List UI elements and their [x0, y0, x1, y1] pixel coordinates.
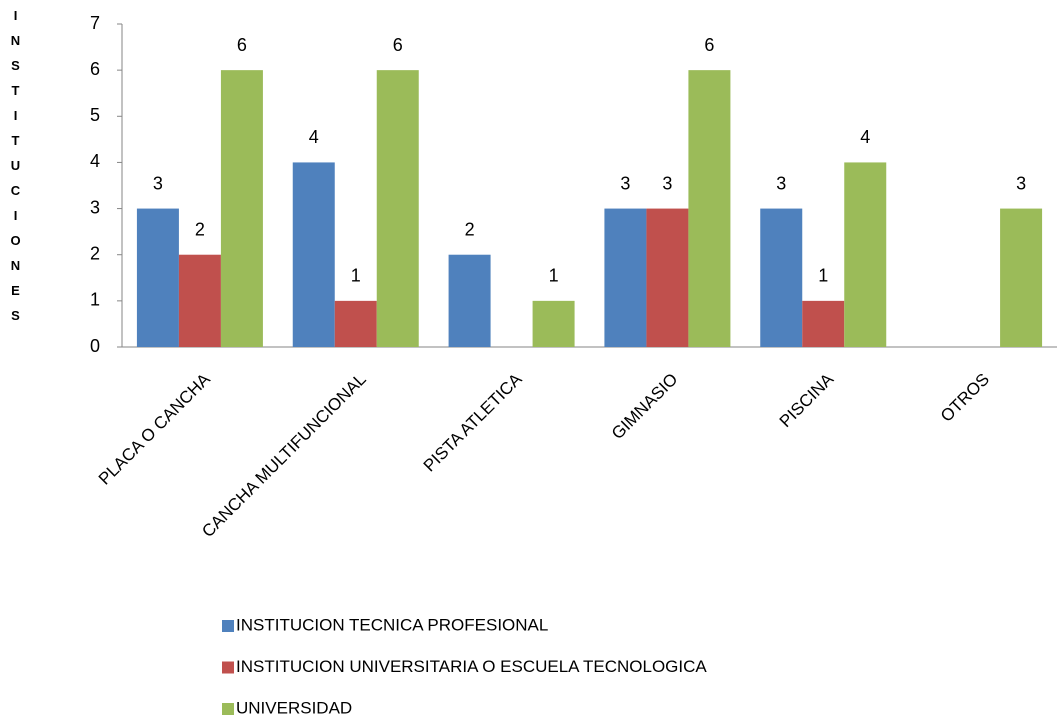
- bar: [220, 70, 263, 348]
- y-tick-label: 6: [90, 59, 100, 79]
- bar: [136, 208, 179, 347]
- bar: [178, 254, 221, 347]
- value-label: 6: [237, 35, 247, 55]
- x-tick-label: PLACA O CANCHA: [95, 369, 214, 488]
- value-label: 3: [662, 173, 672, 193]
- value-label: 4: [860, 127, 870, 147]
- value-label: 3: [153, 173, 163, 193]
- bar: [448, 254, 491, 347]
- bar: [688, 70, 731, 348]
- bar: [334, 300, 377, 347]
- bar: [1000, 208, 1043, 347]
- bar: [604, 208, 647, 347]
- legend-label: UNIVERSIDAD: [236, 698, 352, 717]
- y-tick-label: 1: [90, 290, 100, 310]
- legend-label: INSTITUCION TECNICA PROFESIONAL: [236, 615, 548, 634]
- x-tick-label: PISCINA: [776, 369, 838, 431]
- bar: [760, 208, 803, 347]
- bar: [844, 162, 887, 347]
- y-tick-label: 0: [90, 336, 100, 356]
- x-tick-label: OTROS: [937, 370, 993, 426]
- y-tick-label: 5: [90, 105, 100, 125]
- value-label: 1: [549, 266, 559, 286]
- value-label: 1: [351, 266, 361, 286]
- value-label: 3: [776, 173, 786, 193]
- x-tick-label: GIMNASIO: [608, 370, 682, 444]
- value-label: 2: [195, 219, 205, 239]
- value-label: 6: [393, 35, 403, 55]
- bar: [292, 162, 335, 347]
- y-tick-label: 2: [90, 243, 100, 263]
- x-tick-label: CANCHA MULTIFUNCIONAL: [198, 370, 370, 542]
- value-label: 3: [1016, 173, 1026, 193]
- legend-label: INSTITUCION UNIVERSITARIA O ESCUELA TECN…: [236, 657, 707, 676]
- y-tick-label: 3: [90, 197, 100, 217]
- bar: [532, 300, 575, 347]
- bar: [802, 300, 845, 347]
- y-tick-label: 4: [90, 151, 100, 171]
- value-label: 3: [620, 173, 630, 193]
- legend-swatch: [222, 661, 234, 674]
- legend-swatch: [222, 703, 234, 715]
- y-tick-label: 7: [90, 13, 100, 33]
- y-axis-label: INSTITUCIONES: [8, 8, 23, 333]
- value-label: 1: [818, 266, 828, 286]
- legend-swatch: [222, 620, 234, 632]
- bar: [646, 208, 689, 347]
- value-label: 2: [465, 219, 475, 239]
- x-tick-label: PISTA ATLETICA: [420, 369, 526, 475]
- value-label: 6: [704, 35, 714, 55]
- bar: [376, 70, 419, 348]
- value-label: 4: [309, 127, 319, 147]
